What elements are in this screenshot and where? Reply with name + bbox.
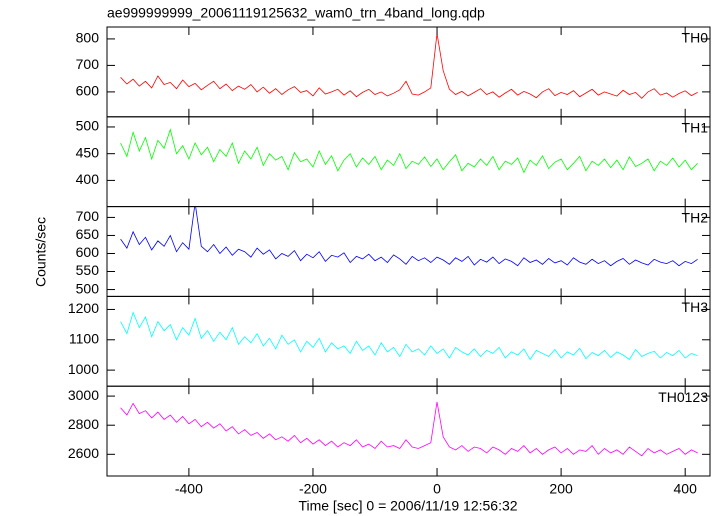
data-line (120, 33, 698, 99)
y-tick-label: 700 (76, 56, 100, 72)
y-tick-label: 2800 (68, 416, 99, 432)
x-tick-label: 200 (549, 481, 573, 497)
x-tick-label: 0 (433, 481, 441, 497)
panel-frame (106, 116, 711, 208)
x-tick-label: -400 (175, 481, 203, 497)
figure-title: ae999999999_20061119125632_wam0_trn_4ban… (107, 5, 485, 21)
y-tick-label: 800 (76, 30, 100, 46)
data-line (120, 128, 698, 174)
y-tick-label: 1000 (68, 361, 99, 377)
y-tick-label: 600 (76, 244, 100, 260)
y-tick-label: 700 (76, 208, 100, 224)
x-tick-label: 400 (674, 481, 698, 497)
panel-frame (106, 26, 711, 118)
data-line (120, 401, 698, 457)
y-tick-label: 2600 (68, 445, 99, 461)
y-tick-label: 3000 (68, 387, 99, 403)
y-tick-label: 450 (76, 144, 100, 160)
panel-label: TH0123 (658, 389, 708, 405)
panel-label: TH1 (682, 120, 709, 136)
x-tick-label: -200 (299, 481, 327, 497)
y-axis-label: Counts/sec (33, 217, 49, 287)
y-tick-label: 600 (76, 83, 100, 99)
panel-label: TH2 (682, 209, 709, 225)
y-tick-label: 1200 (68, 300, 99, 316)
y-tick-label: 650 (76, 226, 100, 242)
y-tick-label: 1100 (69, 330, 99, 346)
panel-label: TH3 (682, 299, 709, 315)
panel-frame (106, 385, 711, 477)
y-tick-label: 500 (76, 280, 100, 296)
y-tick-label: 550 (76, 262, 100, 278)
panel-label: TH0 (682, 30, 709, 46)
y-tick-label: 400 (76, 171, 100, 187)
data-line (120, 206, 698, 267)
panel-frame (106, 295, 711, 387)
data-line (120, 311, 698, 361)
x-axis-label: Time [sec] 0 = 2006/11/19 12:56:32 (298, 498, 517, 514)
y-tick-label: 500 (76, 118, 100, 134)
